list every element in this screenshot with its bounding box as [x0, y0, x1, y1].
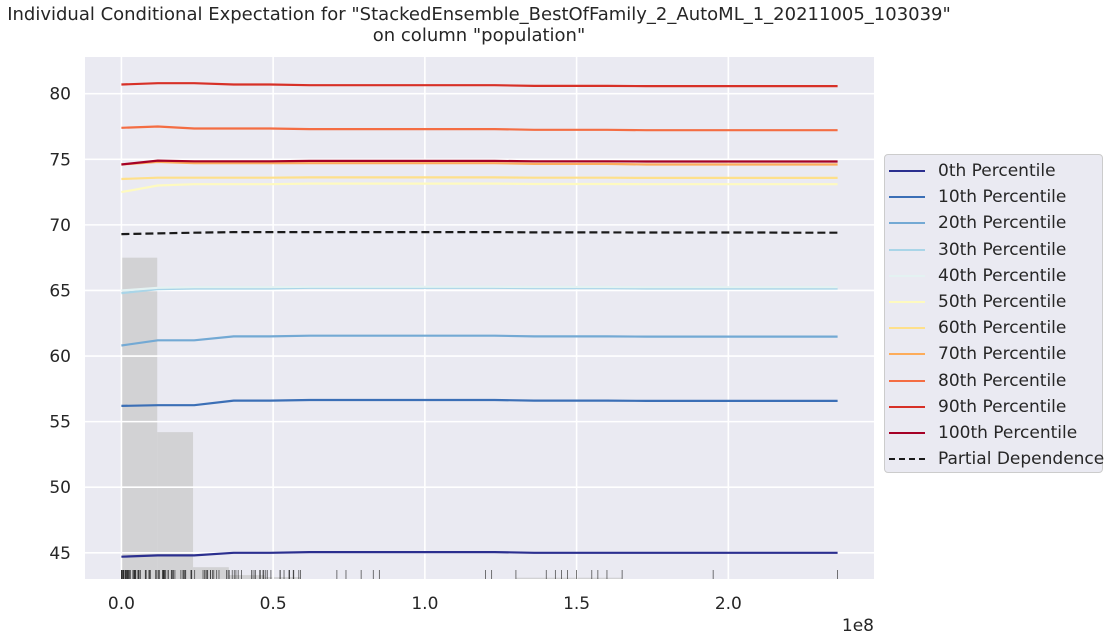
rug-marks	[121, 570, 838, 579]
legend-label: Partial Dependence	[938, 449, 1105, 470]
series-lines	[121, 82, 838, 558]
y-tick-label-5: 70	[49, 216, 71, 236]
legend-swatch	[889, 458, 925, 461]
histogram-bar-2	[193, 567, 229, 579]
legend-item: 30th Percentile	[889, 239, 1066, 261]
series-line-11	[121, 231, 838, 236]
legend: 0th Percentile 10th Percentile 20th Percen…	[884, 154, 1104, 473]
legend-swatch	[889, 432, 925, 434]
plot-area	[85, 57, 874, 579]
x-offset-label: 1e8	[842, 616, 874, 636]
legend-label: 50th Percentile	[938, 292, 1067, 312]
legend-label: 100th Percentile	[938, 423, 1078, 443]
legend-swatch	[889, 301, 925, 303]
histogram-bar-3	[228, 575, 265, 579]
legend-label: 80th Percentile	[938, 370, 1067, 391]
legend-swatch	[889, 222, 925, 225]
legend-item: Partial Dependence	[889, 448, 1104, 470]
series-line-6	[121, 176, 838, 181]
legend-label: 0th Percentile	[938, 161, 1056, 181]
y-tick-labels: 45 50 55 60 65 70 75 80	[49, 85, 71, 564]
legend-swatch	[889, 170, 925, 172]
chart-title: Individual Conditional Expectation for "…	[0, 4, 958, 46]
gridlines	[85, 57, 874, 579]
legend-swatch	[889, 379, 925, 382]
x-tick-label-2: 1.0	[411, 594, 438, 614]
legend-item: 10th Percentile	[889, 186, 1066, 208]
x-tick-label-1: 0.5	[260, 594, 287, 614]
legend-swatch	[889, 405, 925, 408]
legend-label: 20th Percentile	[938, 213, 1067, 234]
legend-swatch	[889, 353, 925, 356]
legend-item: 0th Percentile	[889, 160, 1056, 182]
legend-swatch	[889, 274, 925, 277]
x-tick-label-0: 0.0	[108, 594, 135, 614]
x-tick-label-4: 2.0	[715, 594, 742, 614]
legend-item: 80th Percentile	[889, 370, 1066, 392]
legend-item: 70th Percentile	[889, 343, 1066, 365]
series-line-2	[121, 334, 838, 347]
legend-label: 30th Percentile	[938, 239, 1067, 260]
series-line-4	[121, 285, 838, 292]
legend-item: 90th Percentile	[889, 396, 1066, 418]
series-line-1	[121, 398, 838, 407]
series-line-8	[121, 125, 838, 132]
y-tick-label-6: 75	[49, 150, 71, 170]
y-tick-label-2: 55	[49, 413, 71, 433]
legend-label: 10th Percentile	[938, 187, 1067, 208]
legend-item: 100th Percentile	[889, 422, 1077, 444]
series-line-9	[121, 82, 838, 88]
y-tick-label-0: 45	[49, 544, 71, 564]
legend-label: 60th Percentile	[938, 318, 1067, 339]
legend-swatch	[889, 248, 925, 251]
x-tick-labels: 0.0 0.5 1.0 1.5 2.0	[108, 594, 742, 614]
legend-item: 60th Percentile	[889, 317, 1066, 339]
legend-swatch	[889, 196, 925, 199]
series-line-10	[121, 159, 838, 166]
legend-item: 20th Percentile	[889, 212, 1066, 234]
chart-title-line1: Individual Conditional Expectation for "…	[7, 4, 951, 25]
y-tick-label-4: 65	[49, 281, 71, 301]
legend-label: 40th Percentile	[938, 265, 1067, 286]
histogram-bar-0	[121, 257, 158, 579]
histogram-bar-1	[157, 432, 194, 579]
histogram-bar-4	[264, 577, 301, 579]
series-line-7	[121, 160, 838, 166]
series-line-5	[121, 182, 838, 194]
histogram-bar-5	[515, 577, 623, 579]
y-tick-label-7: 80	[49, 85, 71, 105]
legend-label: 90th Percentile	[938, 396, 1067, 417]
legend-swatch	[889, 327, 925, 330]
y-tick-label-1: 50	[49, 478, 71, 498]
legend-item: 40th Percentile	[889, 265, 1066, 287]
y-tick-label-3: 60	[49, 347, 71, 367]
legend-item: 50th Percentile	[889, 291, 1066, 313]
series-line-0	[121, 550, 838, 558]
chart-title-line2: on column "population"	[372, 25, 586, 46]
legend-label: 70th Percentile	[938, 344, 1067, 365]
x-tick-label-3: 1.5	[563, 594, 590, 614]
